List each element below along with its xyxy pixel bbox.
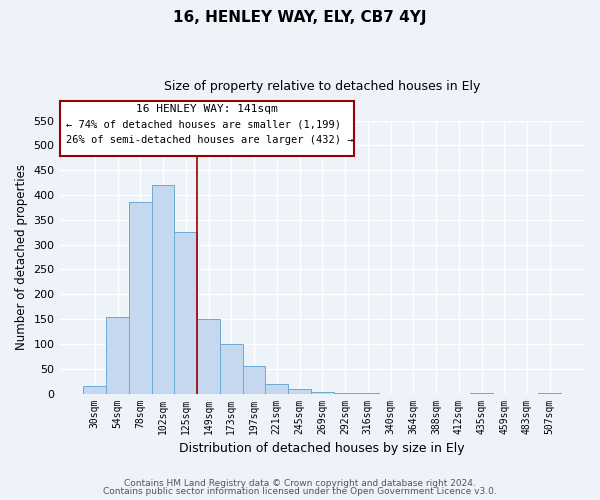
Bar — [106, 316, 129, 394]
Bar — [83, 386, 106, 394]
Bar — [152, 185, 175, 394]
Bar — [220, 344, 242, 394]
X-axis label: Distribution of detached houses by size in Ely: Distribution of detached houses by size … — [179, 442, 465, 455]
Bar — [175, 232, 197, 394]
Bar — [288, 388, 311, 394]
Text: ← 74% of detached houses are smaller (1,199): ← 74% of detached houses are smaller (1,… — [65, 120, 341, 130]
Title: Size of property relative to detached houses in Ely: Size of property relative to detached ho… — [164, 80, 481, 93]
Text: Contains public sector information licensed under the Open Government Licence v3: Contains public sector information licen… — [103, 488, 497, 496]
Text: 16 HENLEY WAY: 141sqm: 16 HENLEY WAY: 141sqm — [136, 104, 278, 114]
Bar — [129, 202, 152, 394]
Text: 26% of semi-detached houses are larger (432) →: 26% of semi-detached houses are larger (… — [65, 136, 353, 145]
Text: 16, HENLEY WAY, ELY, CB7 4YJ: 16, HENLEY WAY, ELY, CB7 4YJ — [173, 10, 427, 25]
Bar — [242, 366, 265, 394]
Bar — [197, 319, 220, 394]
Text: Contains HM Land Registry data © Crown copyright and database right 2024.: Contains HM Land Registry data © Crown c… — [124, 478, 476, 488]
Bar — [311, 392, 334, 394]
Bar — [265, 384, 288, 394]
Y-axis label: Number of detached properties: Number of detached properties — [15, 164, 28, 350]
